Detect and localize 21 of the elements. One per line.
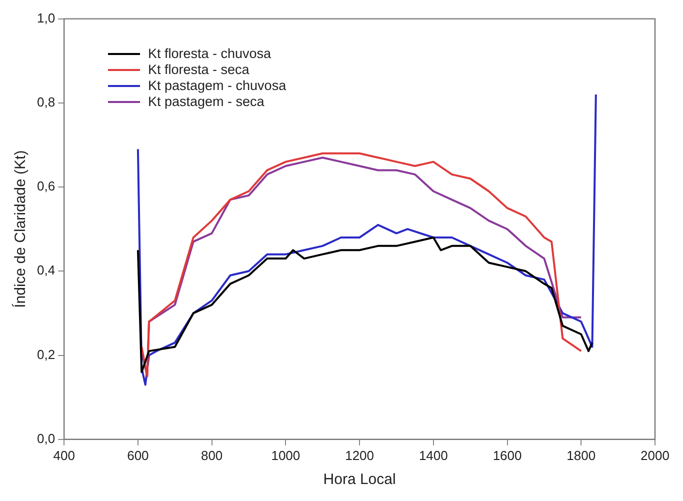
x-tick-label: 2000: [640, 448, 670, 463]
y-tick-label: 0,4: [36, 262, 56, 278]
x-tick-label: 1000: [271, 448, 300, 463]
x-tick-label: 400: [53, 448, 75, 463]
x-tick-label: 600: [127, 448, 149, 463]
x-tick-label: 1800: [566, 448, 596, 463]
legend-label: Kt floresta - seca: [148, 62, 250, 78]
legend-label: Kt pastagem - seca: [148, 94, 264, 110]
x-tick-label: 1200: [345, 448, 374, 463]
x-tick-label: 1400: [418, 448, 448, 463]
y-tick-label: 0,0: [36, 430, 56, 446]
legend-label: Kt floresta - chuvosa: [148, 46, 272, 62]
y-tick-label: 0,6: [36, 178, 56, 194]
y-tick-label: 0,2: [36, 346, 56, 362]
x-tick-label: 1600: [492, 448, 522, 463]
x-axis-title: Hora Local: [323, 471, 396, 488]
y-tick-label: 0,8: [36, 94, 56, 110]
y-axis-title: Índice de Claridade (Kt): [11, 150, 30, 308]
legend-label: Kt pastagem - chuvosa: [148, 78, 286, 94]
y-tick-label: 1,0: [36, 10, 56, 26]
x-tick-label: 800: [200, 448, 223, 463]
